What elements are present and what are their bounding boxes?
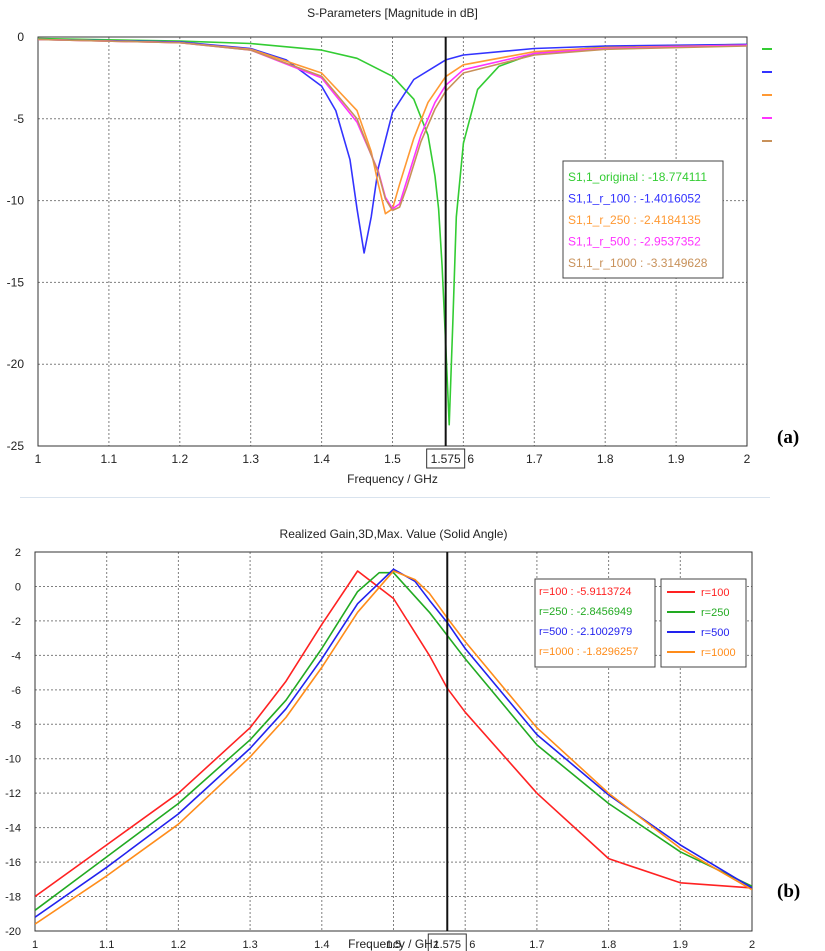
x-tick-label: 2	[749, 939, 755, 951]
marker-label-box	[426, 448, 466, 469]
y-tick-label: -25	[7, 439, 25, 453]
x-tick-label: 1.7	[526, 452, 543, 466]
marker-label-box	[427, 933, 467, 951]
y-tick-label: -12	[5, 788, 21, 800]
y-tick-label: 0	[15, 581, 21, 593]
x-axis-label: Frequency / GHz	[348, 937, 439, 951]
series-line	[35, 571, 752, 911]
readout-value: r=500 : -2.1002979	[539, 626, 632, 638]
y-tick-label: -20	[5, 926, 21, 938]
marker-label: 1.575	[431, 452, 461, 466]
panel-label-b: (b)	[777, 881, 801, 902]
chart-title: Realized Gain,3D,Max. Value (Solid Angle…	[280, 527, 508, 541]
y-tick-label: -5	[13, 112, 24, 126]
legend-label: r=250	[701, 607, 729, 619]
readout-box	[562, 160, 724, 279]
y-tick-label: -16	[5, 857, 21, 869]
marker-label: 1.575	[434, 939, 462, 951]
x-tick-label-fragment: 6	[467, 452, 474, 466]
x-tick-label: 1.5	[384, 452, 401, 466]
readout-box	[534, 578, 656, 668]
panel-separator	[20, 497, 770, 498]
y-tick-label: -2	[11, 616, 21, 628]
series-line	[38, 38, 747, 254]
readout-value: r=250 : -2.8456949	[539, 606, 632, 618]
plot-frame	[34, 551, 753, 932]
x-tick-label: 1	[35, 452, 42, 466]
x-tick-label: 1.7	[529, 939, 544, 951]
y-tick-label: -18	[5, 892, 21, 904]
y-tick-label: -6	[11, 685, 21, 697]
y-tick-label: -14	[5, 823, 21, 835]
y-tick-label: 0	[17, 30, 24, 44]
legend-label: r=500	[701, 627, 729, 639]
series-line	[38, 38, 747, 212]
series-line	[38, 38, 747, 210]
y-tick-label: -10	[7, 194, 25, 208]
panel-label-a: (a)	[777, 427, 800, 448]
y-tick-label: -10	[5, 754, 21, 766]
chart-title: S-Parameters [Magnitude in dB]	[307, 6, 478, 20]
x-tick-label: 1.9	[673, 939, 688, 951]
readout-value: S1,1_r_1000 : -3.3149628	[568, 256, 708, 270]
legend-label: r=1000	[701, 647, 736, 659]
s-parameters-chart: S-Parameters [Magnitude in dB] 0 -5 -10 -15 -…	[7, 6, 772, 486]
y-tick-label: -4	[11, 650, 21, 662]
x-tick-label: 1.3	[242, 452, 259, 466]
y-tick-label: -20	[7, 357, 25, 371]
x-tick-label: 1.1	[99, 939, 114, 951]
y-tick-label: 2	[15, 547, 21, 559]
realized-gain-chart: Realized Gain,3D,Max. Value (Solid Angle…	[5, 527, 755, 951]
x-tick-label: 1.2	[171, 452, 188, 466]
readout-value: S1,1_r_250 : -2.4184135	[568, 213, 701, 227]
x-tick-label: 1.2	[171, 939, 186, 951]
x-tick-label: 2	[744, 452, 751, 466]
x-tick-label: 1.4	[314, 939, 329, 951]
x-tick-label: 1.1	[101, 452, 118, 466]
readout-value: r=100 : -5.9113724	[539, 586, 631, 598]
x-axis-label: Frequency / GHz	[347, 472, 438, 486]
x-tick-label: 1.8	[597, 452, 614, 466]
readout-value: r=1000 : -1.8296257	[539, 646, 638, 658]
y-tick-label: -15	[7, 275, 25, 289]
plot-frame	[37, 36, 748, 447]
readout-value: S1,1_r_100 : -1.4016052	[568, 192, 701, 206]
x-tick-label: 1	[32, 939, 38, 951]
series-line	[35, 570, 752, 925]
x-tick-label: 1.9	[668, 452, 685, 466]
x-tick-label: 1.8	[601, 939, 616, 951]
series-line	[38, 37, 747, 426]
x-tick-label: 1.5	[386, 939, 401, 951]
x-tick-label-fragment: 6	[469, 939, 475, 951]
readout-value: S1,1_original : -18.774111	[568, 170, 707, 184]
readout-value: S1,1_r_500 : -2.9537352	[568, 235, 701, 249]
series-line	[35, 570, 752, 898]
x-tick-label: 1.4	[313, 452, 330, 466]
x-tick-label: 1.3	[242, 939, 257, 951]
legend-label: r=100	[701, 587, 729, 599]
y-tick-label: -8	[11, 719, 21, 731]
